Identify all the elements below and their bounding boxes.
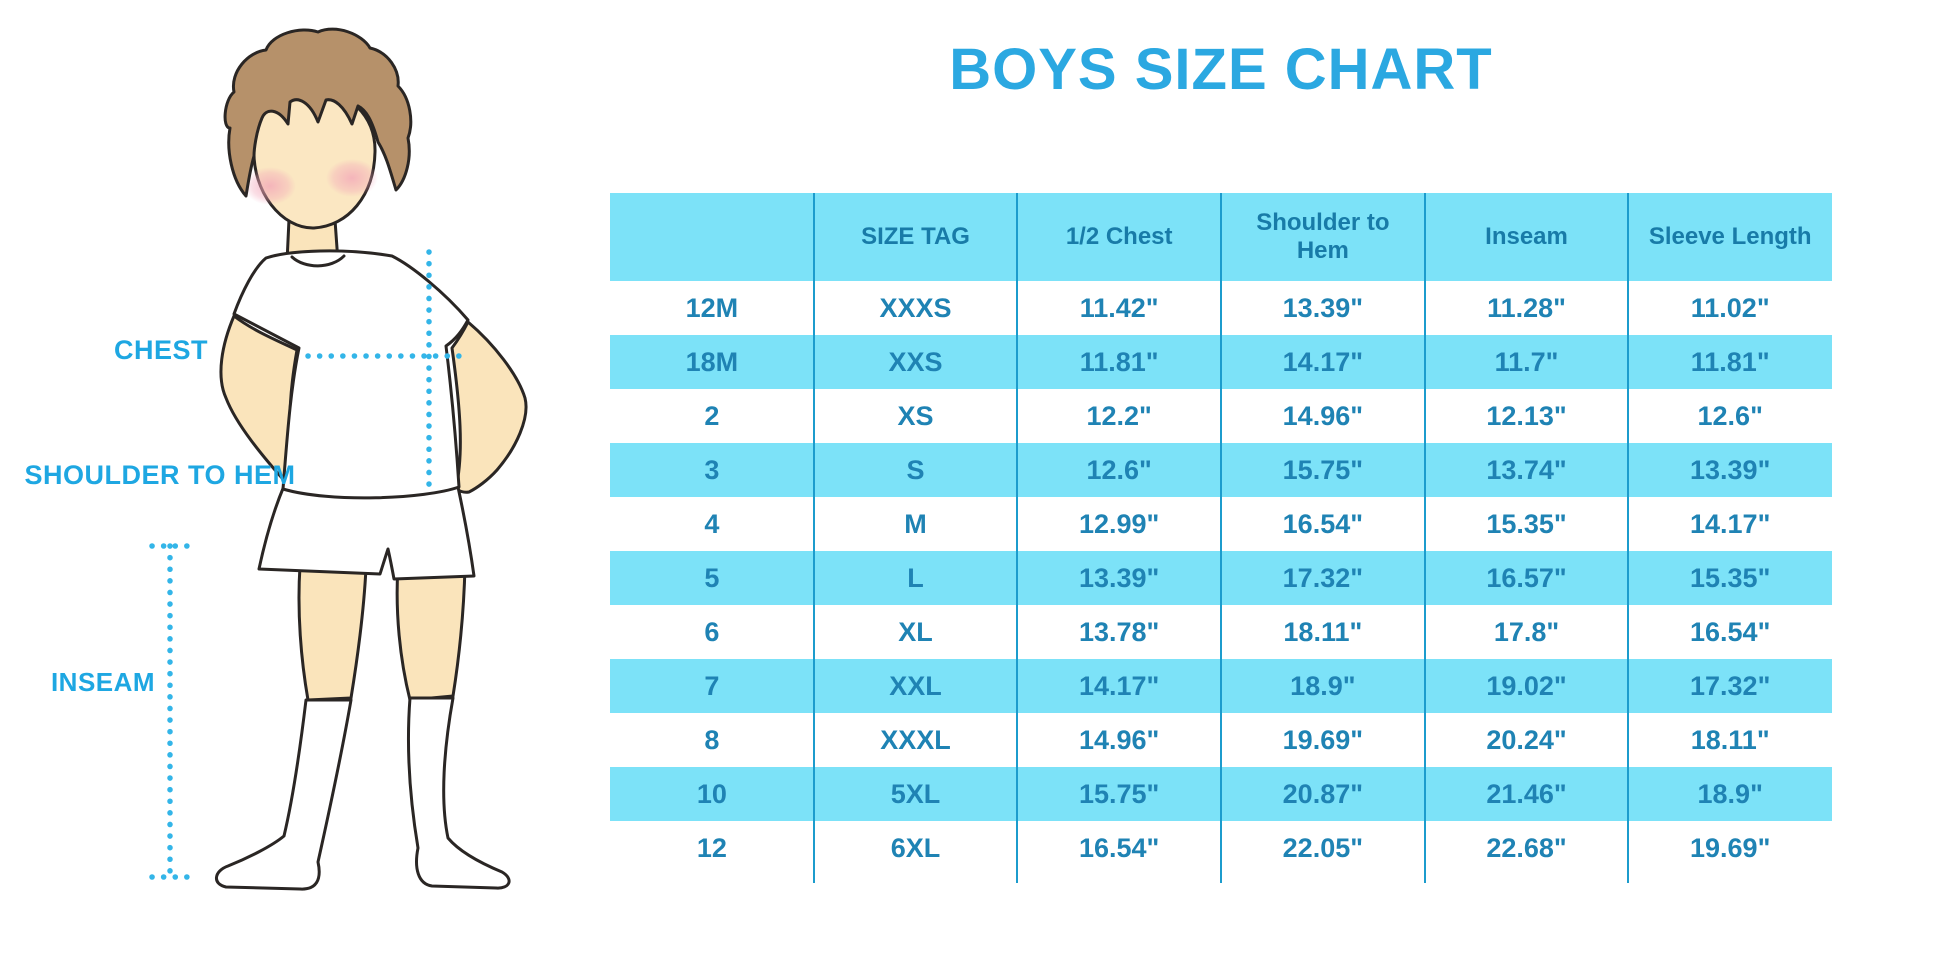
left-leg-shape: [297, 564, 368, 702]
table-cell: 18.9": [1697, 778, 1763, 809]
table-cell: XS: [897, 400, 934, 431]
table-cell: 18.11": [1283, 616, 1363, 647]
table-cell: 12.13": [1486, 400, 1567, 431]
table-cell: 12M: [685, 292, 739, 323]
tshirt-shape: [232, 249, 470, 500]
table-cell: 13.39": [1690, 454, 1771, 485]
table-cell: 13.78": [1078, 616, 1160, 647]
table-cell: 14.17": [1078, 670, 1160, 701]
column-divider: [1627, 193, 1630, 883]
boy-illustration: CHEST SHOULDER TO HEM INSEAM: [24, 27, 528, 891]
table-cell: 6: [704, 616, 720, 647]
table-cell: 8: [704, 724, 720, 755]
table-cell: 11.81": [1079, 346, 1159, 377]
table-cell: 20.87": [1282, 778, 1364, 809]
table-cell: 11.7": [1494, 346, 1559, 377]
shoulder-to-hem-label: SHOULDER TO HEM: [24, 460, 295, 490]
table-cell: XXS: [888, 346, 943, 377]
column-divider: [1016, 193, 1019, 883]
table-cell: 4: [704, 508, 720, 539]
table-cell: 11.42": [1079, 292, 1159, 323]
collar-line: [290, 254, 346, 268]
table-cell: 5XL: [890, 778, 941, 809]
table-cell: 11.02": [1690, 292, 1770, 323]
table-cell: 18.9": [1290, 670, 1356, 701]
chest-label: CHEST: [114, 335, 208, 365]
table-cell: 12.2": [1086, 400, 1152, 431]
table-cell: 11.81": [1690, 346, 1770, 377]
table-cell: 14.17": [1690, 508, 1771, 539]
table-cell: 15.35": [1690, 562, 1771, 593]
table-cell: 17.32": [1282, 562, 1364, 593]
table-cell: M: [904, 508, 927, 539]
column-header: SIZE TAG: [861, 222, 970, 250]
table-cell: 20.24": [1486, 724, 1567, 755]
table-cell: 16.57": [1486, 562, 1567, 593]
table-cell: XL: [898, 616, 933, 647]
table-cell: 17.8": [1493, 616, 1560, 647]
column-header: 1/2 Chest: [1065, 222, 1173, 250]
column-divider: [812, 193, 815, 883]
right-sock-shape: [406, 696, 511, 890]
page-title: BOYS SIZE CHART: [949, 37, 1493, 102]
table-cell: XXXS: [879, 292, 952, 323]
table-cell: 12.6": [1086, 454, 1152, 485]
right-blush: [326, 159, 378, 197]
table-cell: 14.96": [1078, 724, 1160, 755]
column-divider: [1423, 193, 1426, 883]
table-cell: 5: [704, 562, 720, 593]
right-arm-shape: [450, 320, 528, 494]
column-header: Sleeve Length: [1648, 222, 1812, 250]
table-cell: 16.54": [1078, 832, 1160, 863]
table-cell: 15.35": [1486, 508, 1567, 539]
table-cell: 17.32": [1690, 670, 1771, 701]
table-cell: 10: [696, 778, 727, 809]
table-cell: 14.96": [1282, 400, 1364, 431]
table-cell: 21.46": [1486, 778, 1567, 809]
table-cell: 15.75": [1282, 454, 1364, 485]
table-cell: 13.74": [1486, 454, 1567, 485]
column-header: [610, 193, 814, 281]
column-divider: [1220, 193, 1222, 883]
table-cell: 18M: [685, 346, 739, 377]
table-cell: 11.28": [1487, 292, 1566, 323]
table-cell: 19.02": [1486, 670, 1567, 701]
size-table: SIZE TAG 1/2 Chest Shoulder to Hem Inseam Sl…: [610, 193, 1832, 883]
table-cell: XXXL: [880, 724, 951, 755]
inseam-label: INSEAM: [51, 667, 155, 697]
table-cell: 12.99": [1078, 508, 1160, 539]
table-cell: 18.11": [1690, 724, 1770, 755]
shorts-shape: [257, 484, 476, 581]
table-cell: 6XL: [890, 832, 941, 863]
table-cell: 2: [704, 400, 720, 431]
table-cell: XXL: [889, 670, 942, 701]
left-blush: [244, 167, 296, 205]
right-leg-shape: [395, 564, 467, 702]
table-cell: 13.39": [1078, 562, 1160, 593]
table-cell: 19.69": [1690, 832, 1771, 863]
table-cell: 16.54": [1690, 616, 1771, 647]
table-cell: 13.39": [1282, 292, 1364, 323]
table-cell: 3: [704, 454, 720, 485]
table-cell: S: [906, 454, 925, 485]
table-cell: 12: [696, 832, 727, 863]
column-header: Shoulder to Hem: [1256, 208, 1390, 264]
table-cell: 22.05": [1282, 832, 1364, 863]
table-cell: 16.54": [1282, 508, 1364, 539]
column-header: Inseam: [1485, 222, 1568, 250]
table-cell: 12.6": [1697, 400, 1763, 431]
table-cell: L: [907, 562, 924, 593]
left-sock-shape: [215, 698, 353, 891]
table-cell: 7: [704, 670, 720, 701]
hair-shape: [223, 27, 413, 198]
table-cell: 19.69": [1282, 724, 1364, 755]
table-cell: 15.75": [1078, 778, 1160, 809]
table-cell: 22.68": [1486, 832, 1567, 863]
table-cell: 14.17": [1282, 346, 1364, 377]
